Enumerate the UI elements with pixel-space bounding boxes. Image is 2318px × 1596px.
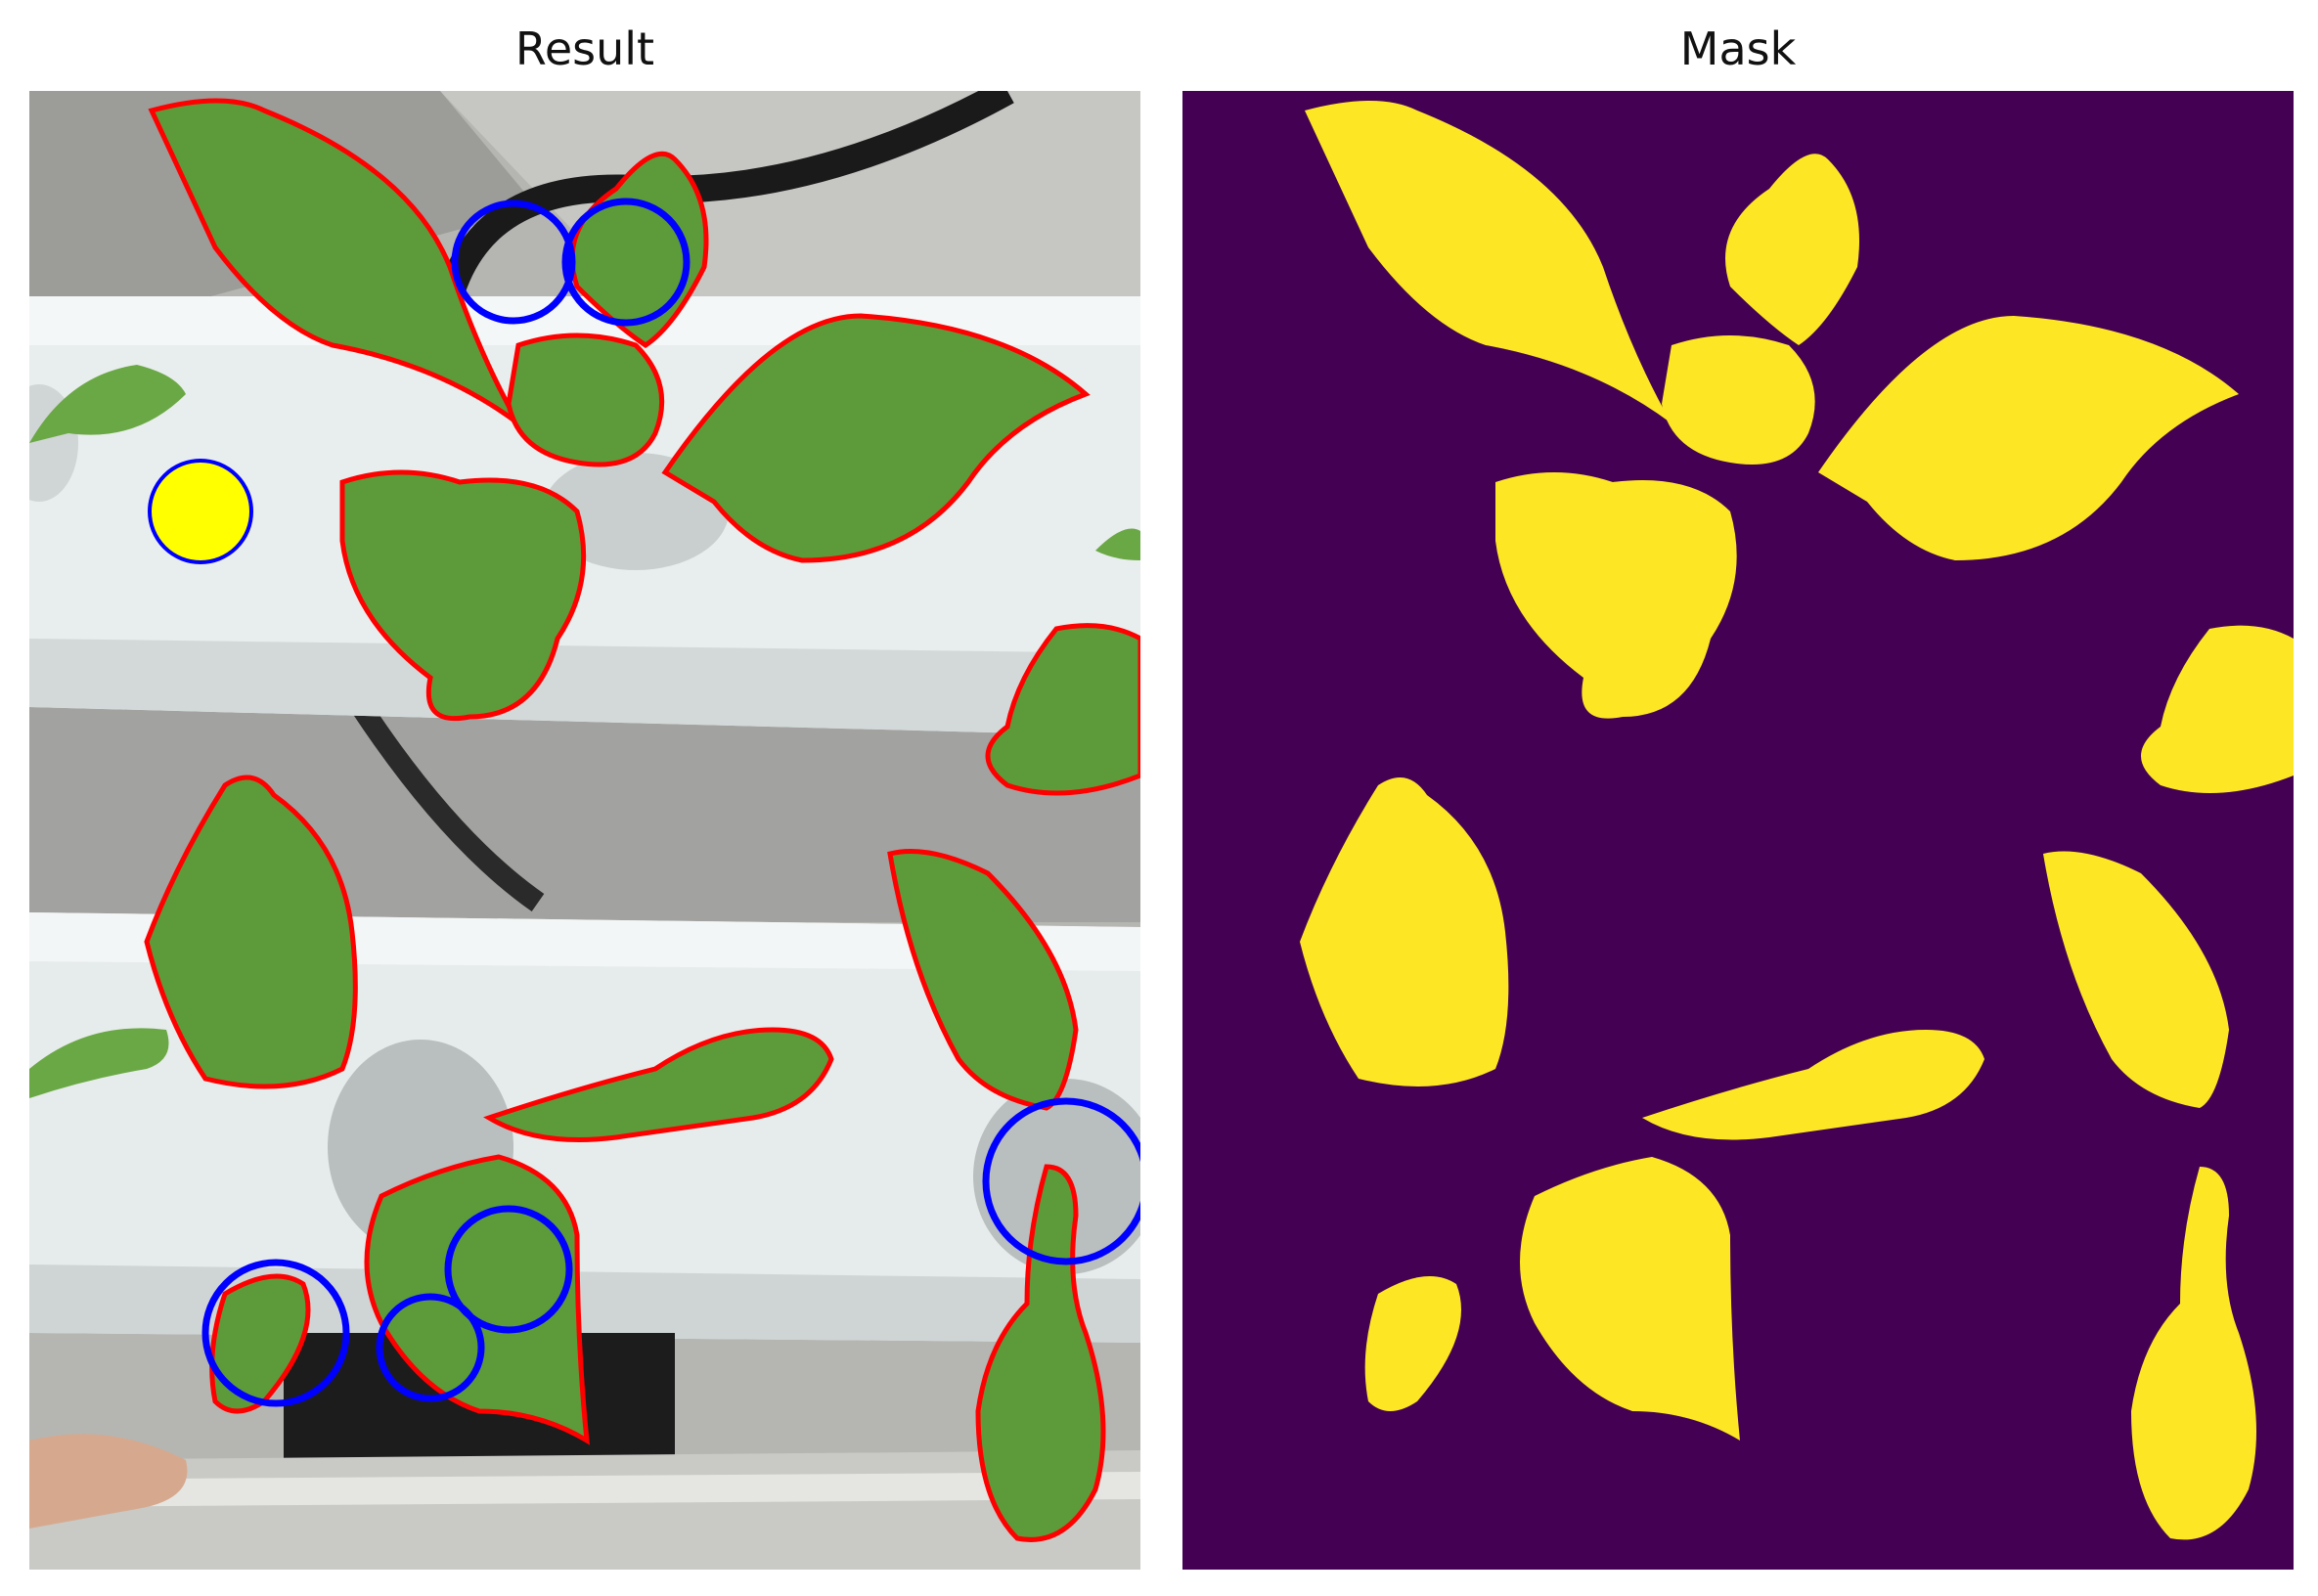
leaf-contours xyxy=(144,98,1140,1542)
blue-marker xyxy=(982,1097,1140,1265)
yellow-marker xyxy=(148,459,253,564)
mask-background xyxy=(1182,91,2294,1570)
blue-circle-markers xyxy=(201,198,1140,1407)
result-image xyxy=(29,91,1140,1570)
result-photo xyxy=(29,91,1140,1570)
hand xyxy=(29,1434,188,1529)
mask-plot xyxy=(1182,91,2294,1570)
blue-marker xyxy=(451,200,576,325)
metal-frame xyxy=(29,1450,1140,1570)
mask-title: Mask xyxy=(1679,22,1797,75)
mask-image xyxy=(1182,91,2294,1570)
blue-marker xyxy=(444,1205,573,1334)
blue-marker xyxy=(376,1293,485,1402)
blue-marker xyxy=(561,198,691,327)
mask-regions xyxy=(1300,101,2294,1540)
blue-marker xyxy=(201,1259,350,1407)
result-title: Result xyxy=(514,22,655,75)
